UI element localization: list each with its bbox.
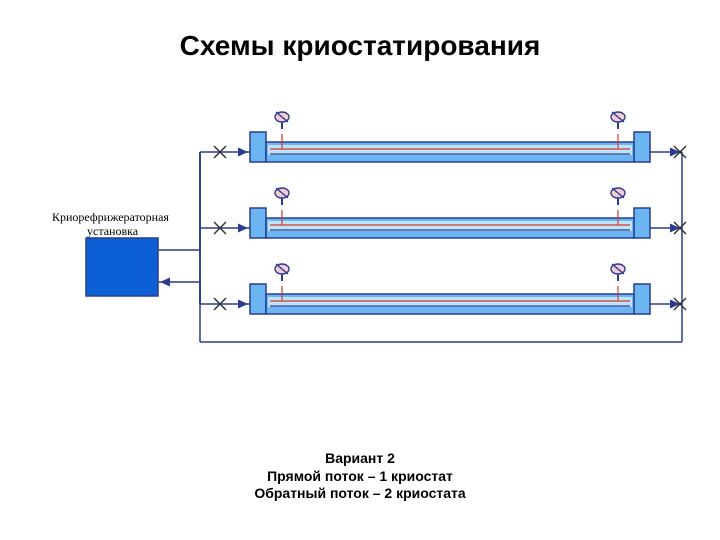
caption-line: Вариант 2 <box>0 450 720 468</box>
page-title: Схемы криостатирования <box>0 30 720 62</box>
caption-line: Обратный поток – 2 криостата <box>0 485 720 503</box>
caption-line: Прямой поток – 1 криостат <box>0 468 720 486</box>
svg-text:Криорефрижераторнаяустановка: Криорефрижераторнаяустановка <box>52 210 169 238</box>
diagram: Криорефрижераторнаяустановка <box>50 110 690 370</box>
caption: Вариант 2Прямой поток – 1 криостатОбратн… <box>0 450 720 503</box>
